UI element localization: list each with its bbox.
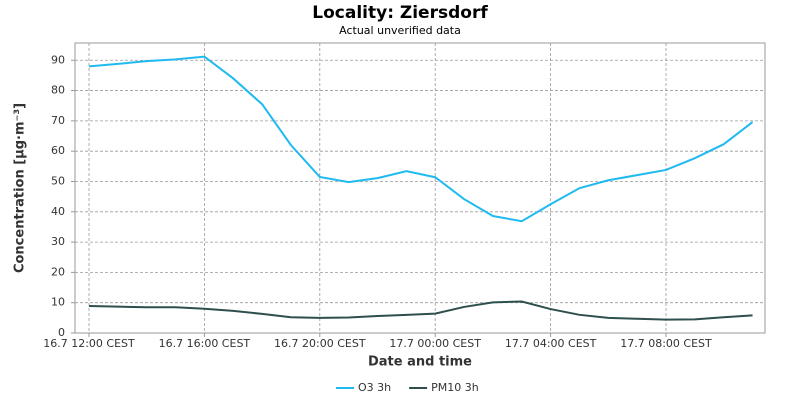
y-axis-title: Concentration [µg·m⁻³] <box>13 103 28 273</box>
y-tick-label: 60 <box>51 144 65 157</box>
x-tick-label: 17.7 08:00 CEST <box>620 337 712 350</box>
chart-subtitle: Actual unverified data <box>339 24 461 37</box>
y-tick-label: 70 <box>51 114 65 127</box>
y-tick-label: 80 <box>51 84 65 97</box>
x-tick-label: 17.7 04:00 CEST <box>505 337 597 350</box>
x-axis-title: Date and time <box>368 355 472 370</box>
y-tick-label: 90 <box>51 53 65 66</box>
y-tick-label: 10 <box>51 296 65 309</box>
x-tick-label: 16.7 20:00 CEST <box>274 337 366 350</box>
legend-label: PM10 3h <box>431 381 479 394</box>
y-tick-label: 40 <box>51 205 65 218</box>
x-tick-label: 16.7 16:00 CEST <box>159 337 251 350</box>
y-tick-label: 50 <box>51 174 65 187</box>
plot-area <box>74 42 766 334</box>
data-line <box>88 55 754 223</box>
data-line <box>88 300 753 321</box>
x-tick-label: 16.7 12:00 CEST <box>43 337 135 350</box>
x-tick-label: 17.7 00:00 CEST <box>389 337 481 350</box>
legend-label: O3 3h <box>358 381 391 394</box>
y-tick-label: 0 <box>58 326 65 339</box>
chart-title: Locality: Ziersdorf <box>312 3 488 23</box>
y-tick-label: 30 <box>51 235 65 248</box>
y-tick-label: 20 <box>51 265 65 278</box>
